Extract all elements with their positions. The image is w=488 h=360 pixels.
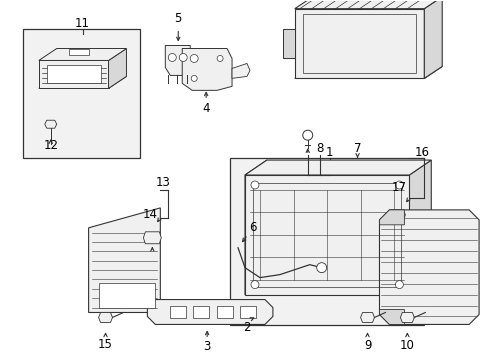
Text: 13: 13: [156, 176, 170, 189]
Polygon shape: [165, 45, 190, 75]
Text: 17: 17: [391, 181, 406, 194]
Text: 16: 16: [414, 145, 429, 159]
Polygon shape: [294, 9, 424, 78]
Circle shape: [168, 54, 176, 62]
Text: 9: 9: [363, 339, 370, 352]
Text: 1: 1: [325, 145, 333, 159]
Circle shape: [190, 54, 198, 62]
Polygon shape: [143, 232, 161, 244]
Bar: [229, 158, 424, 325]
Text: 5: 5: [174, 12, 182, 25]
Text: 7: 7: [353, 141, 361, 155]
Polygon shape: [379, 310, 404, 324]
Polygon shape: [45, 120, 57, 128]
Polygon shape: [47, 66, 101, 84]
Polygon shape: [379, 210, 478, 324]
Polygon shape: [68, 49, 88, 55]
Circle shape: [395, 280, 403, 289]
Polygon shape: [99, 312, 112, 323]
Circle shape: [217, 55, 223, 62]
Polygon shape: [360, 312, 374, 323]
Text: 2: 2: [243, 321, 250, 334]
Text: 14: 14: [142, 208, 158, 221]
Bar: [217, 306, 233, 319]
Circle shape: [395, 181, 403, 189]
Text: 15: 15: [98, 338, 113, 351]
Polygon shape: [39, 60, 108, 88]
Polygon shape: [388, 210, 405, 220]
Circle shape: [250, 280, 259, 289]
Polygon shape: [147, 300, 272, 324]
Text: 11: 11: [75, 17, 90, 30]
Polygon shape: [282, 28, 294, 58]
Polygon shape: [182, 49, 232, 90]
Bar: [240, 306, 255, 319]
Polygon shape: [39, 49, 126, 60]
Circle shape: [250, 181, 259, 189]
Circle shape: [179, 54, 187, 62]
Text: 12: 12: [43, 139, 58, 152]
Text: 6: 6: [249, 221, 256, 234]
Polygon shape: [294, 67, 441, 78]
Polygon shape: [99, 283, 155, 307]
Bar: [23, 28, 140, 158]
Polygon shape: [39, 76, 126, 88]
Polygon shape: [232, 63, 249, 78]
Text: 10: 10: [399, 339, 414, 352]
Polygon shape: [408, 160, 430, 294]
Text: 8: 8: [315, 141, 323, 155]
Polygon shape: [244, 160, 430, 175]
Polygon shape: [108, 49, 126, 88]
Polygon shape: [244, 175, 408, 294]
Text: 3: 3: [203, 340, 210, 353]
Bar: [170, 306, 186, 319]
Polygon shape: [400, 312, 413, 323]
Text: 4: 4: [202, 102, 209, 115]
Polygon shape: [244, 160, 266, 294]
Bar: [193, 306, 209, 319]
Polygon shape: [294, 0, 441, 9]
Polygon shape: [379, 210, 404, 225]
Circle shape: [316, 263, 326, 273]
Polygon shape: [424, 0, 441, 78]
Circle shape: [191, 75, 197, 81]
Polygon shape: [244, 280, 430, 294]
Polygon shape: [88, 208, 160, 312]
